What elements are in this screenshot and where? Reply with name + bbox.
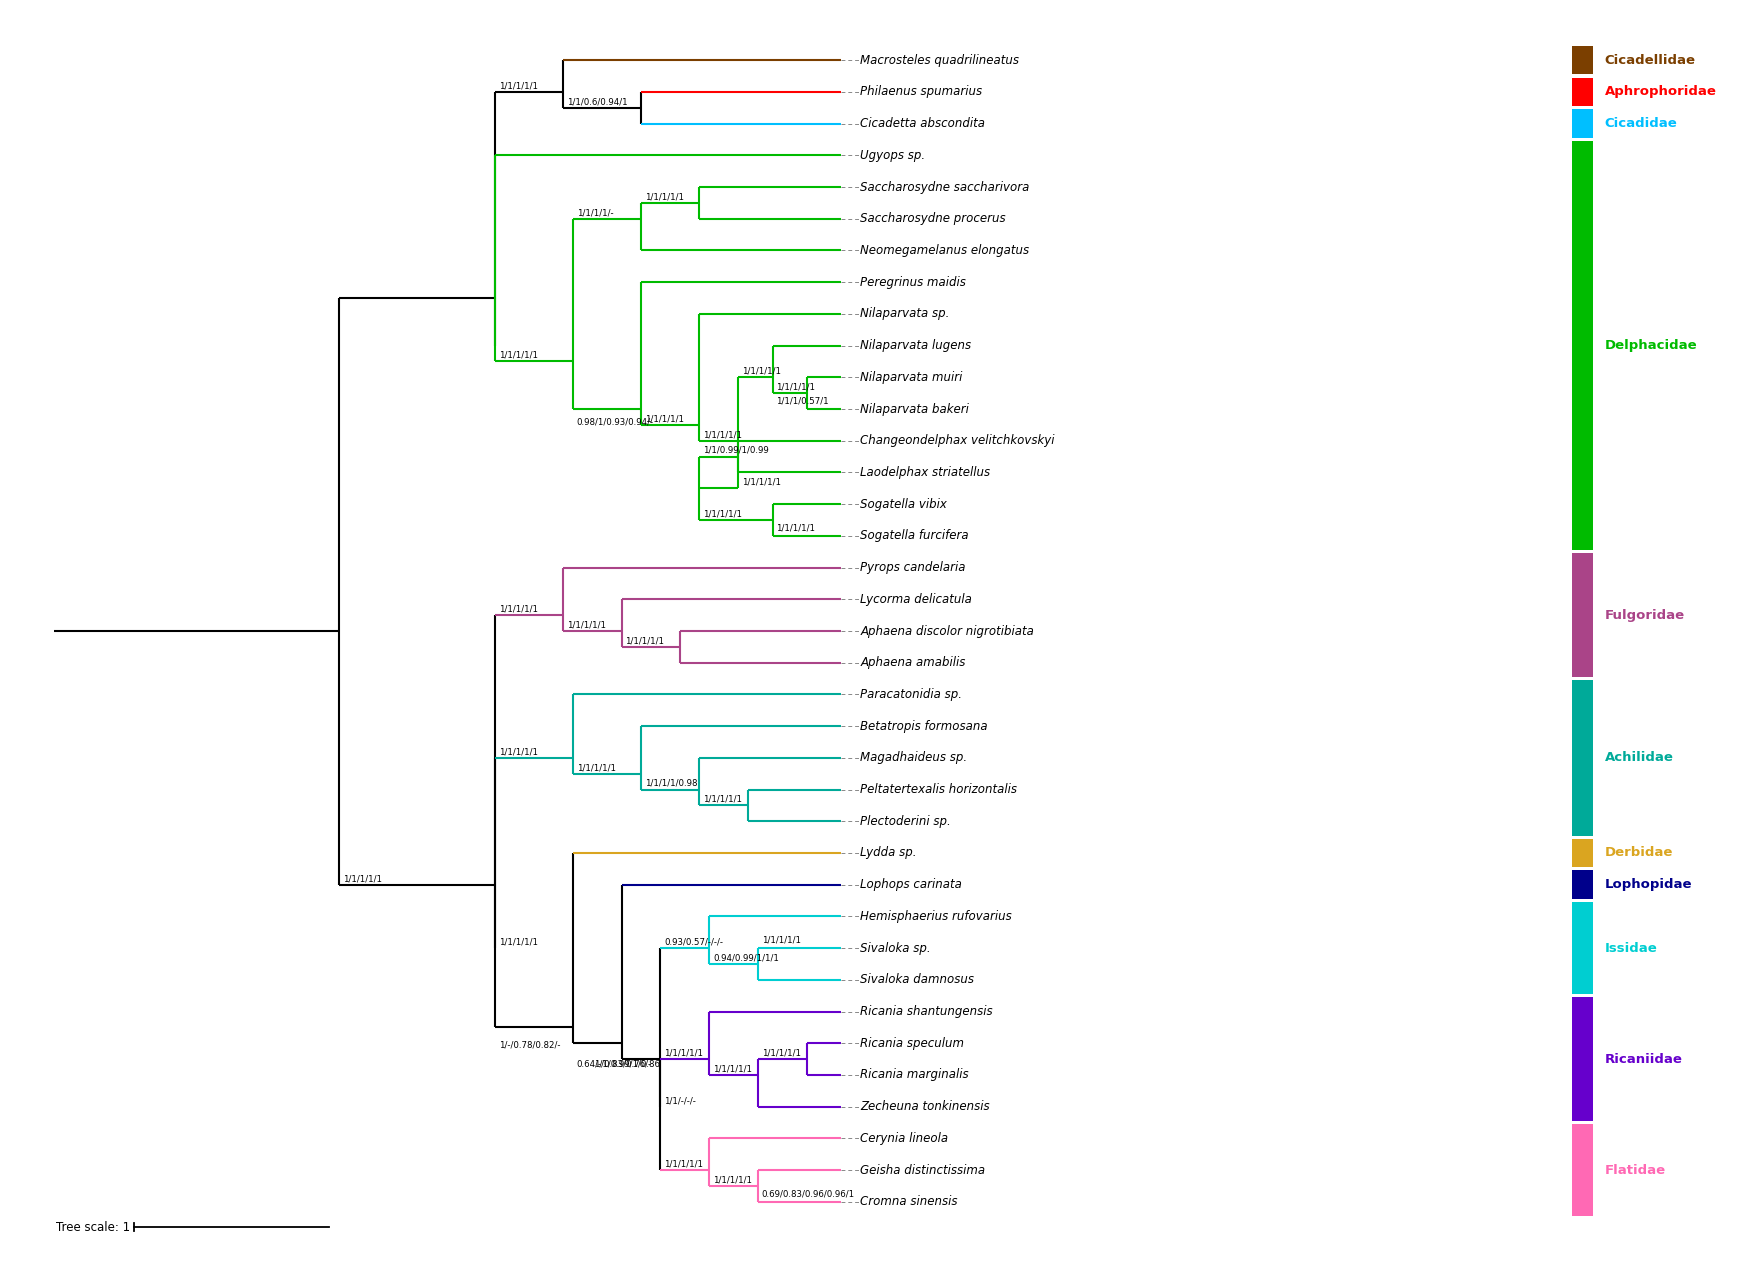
- Text: Saccharosydne procerus: Saccharosydne procerus: [860, 212, 1006, 225]
- Text: Cicadellidae: Cicadellidae: [1604, 54, 1696, 67]
- Text: Laodelphax striatellus: Laodelphax striatellus: [860, 466, 991, 480]
- Text: Issidae: Issidae: [1604, 941, 1658, 954]
- Text: Paracatonidia sp.: Paracatonidia sp.: [860, 688, 963, 700]
- Text: 1/1/1/1/1: 1/1/1/1/1: [567, 621, 607, 630]
- Text: 1/1/1/1/1: 1/1/1/1/1: [499, 351, 537, 360]
- Text: 1/1/1/1/1: 1/1/1/1/1: [664, 1160, 704, 1169]
- Text: Cicadetta abscondita: Cicadetta abscondita: [860, 117, 985, 130]
- Text: Neomegamelanus elongatus: Neomegamelanus elongatus: [860, 244, 1029, 257]
- Text: 1/1/1/1/1: 1/1/1/1/1: [713, 1175, 753, 1184]
- Text: Sivaloka damnosus: Sivaloka damnosus: [860, 973, 975, 987]
- Text: Tree scale: 1: Tree scale: 1: [56, 1220, 130, 1234]
- Text: Fulgoridae: Fulgoridae: [1604, 608, 1684, 622]
- Text: Magadhaideus sp.: Magadhaideus sp.: [860, 751, 968, 765]
- Text: Aphaena amabilis: Aphaena amabilis: [860, 656, 966, 669]
- Text: 1/1/1/1/1: 1/1/1/1/1: [777, 382, 815, 391]
- Text: Lydda sp.: Lydda sp.: [860, 847, 916, 859]
- Text: Ricania shantungensis: Ricania shantungensis: [860, 1005, 992, 1018]
- Text: 1/1/1/1/1: 1/1/1/1/1: [742, 367, 782, 376]
- Text: 1/1/-/-/-: 1/1/-/-/-: [664, 1097, 697, 1106]
- Text: 1/1/1/1/1: 1/1/1/1/1: [742, 478, 782, 487]
- Text: 1/1/0.99/1/0.99: 1/1/0.99/1/0.99: [704, 445, 770, 456]
- Text: 1/1/1/1/1: 1/1/1/1/1: [704, 510, 742, 519]
- Text: 1/1/1/1/1: 1/1/1/1/1: [645, 414, 683, 423]
- Text: 0.94/0.99/1/1/1: 0.94/0.99/1/1/1: [713, 953, 779, 963]
- Text: Aphrophoridae: Aphrophoridae: [1604, 86, 1717, 98]
- Text: 1/1/1/1/1: 1/1/1/1/1: [499, 604, 537, 613]
- Text: Flatidae: Flatidae: [1604, 1164, 1665, 1176]
- Text: 0.69/0.83/0.96/0.96/1: 0.69/0.83/0.96/0.96/1: [761, 1190, 855, 1199]
- Text: Betatropis formosana: Betatropis formosana: [860, 719, 987, 733]
- Text: Pyrops candelaria: Pyrops candelaria: [860, 562, 966, 574]
- Text: 1/1/1/1/1: 1/1/1/1/1: [645, 192, 683, 202]
- Text: Peltatertexalis horizontalis: Peltatertexalis horizontalis: [860, 782, 1017, 796]
- Text: Nilaparvata lugens: Nilaparvata lugens: [860, 339, 972, 352]
- Text: Lycorma delicatula: Lycorma delicatula: [860, 593, 972, 606]
- Text: Aphaena discolor nigrotibiata: Aphaena discolor nigrotibiata: [860, 625, 1034, 637]
- Text: Lophops carinata: Lophops carinata: [860, 878, 963, 891]
- Bar: [1571, 680, 1594, 835]
- Text: 0.93/0.57/-/-/-: 0.93/0.57/-/-/-: [664, 938, 723, 946]
- Text: Macrosteles quadrilineatus: Macrosteles quadrilineatus: [860, 54, 1018, 67]
- Bar: [1571, 871, 1594, 899]
- Bar: [1571, 78, 1594, 106]
- Text: Cicadidae: Cicadidae: [1604, 117, 1677, 130]
- Text: Peregrinus maidis: Peregrinus maidis: [860, 275, 966, 289]
- Text: 1/1/1/1/1: 1/1/1/1/1: [577, 764, 615, 772]
- Text: 1/1/1/1/1: 1/1/1/1/1: [713, 1064, 753, 1074]
- Bar: [1571, 997, 1594, 1121]
- Text: 1/1/1/1/1: 1/1/1/1/1: [342, 875, 382, 883]
- Text: 1/1/1/1/1: 1/1/1/1/1: [626, 636, 664, 645]
- Text: 1/1/1/1/1: 1/1/1/1/1: [499, 747, 537, 756]
- Text: Ricaniidae: Ricaniidae: [1604, 1053, 1682, 1065]
- Bar: [1571, 110, 1594, 138]
- Text: Lophopidae: Lophopidae: [1604, 878, 1693, 891]
- Bar: [1571, 1124, 1594, 1217]
- Text: Hemisphaerius rufovarius: Hemisphaerius rufovarius: [860, 910, 1012, 923]
- Text: Philaenus spumarius: Philaenus spumarius: [860, 86, 982, 98]
- Text: 1/1/0.6/0.94/1: 1/1/0.6/0.94/1: [567, 97, 627, 106]
- Text: Saccharosydne saccharivora: Saccharosydne saccharivora: [860, 180, 1029, 193]
- Text: 1/1/1/1/0.98: 1/1/1/1/0.98: [645, 779, 697, 787]
- Text: 0.64/-/0.83/0.76/-: 0.64/-/0.83/0.76/-: [577, 1060, 652, 1069]
- Text: Ricania speculum: Ricania speculum: [860, 1037, 965, 1050]
- Text: Achilidae: Achilidae: [1604, 751, 1674, 765]
- Text: 1/1/1/1/1: 1/1/1/1/1: [499, 938, 537, 946]
- Text: 1/1/1/1/1: 1/1/1/1/1: [704, 430, 742, 439]
- Text: Cromna sinensis: Cromna sinensis: [860, 1195, 958, 1208]
- Text: Derbidae: Derbidae: [1604, 847, 1674, 859]
- Text: Sivaloka sp.: Sivaloka sp.: [860, 941, 932, 954]
- Text: Zecheuna tonkinensis: Zecheuna tonkinensis: [860, 1100, 991, 1113]
- Text: 1/1/1/0.57/1: 1/1/1/0.57/1: [777, 396, 829, 406]
- Bar: [1571, 902, 1594, 994]
- Text: Ricania marginalis: Ricania marginalis: [860, 1069, 968, 1082]
- Text: 1/1/1/1/1: 1/1/1/1/1: [704, 795, 742, 804]
- Text: Nilaparvata sp.: Nilaparvata sp.: [860, 308, 949, 321]
- Bar: [1571, 45, 1594, 74]
- Text: 0.98/1/0.93/0.94/-: 0.98/1/0.93/0.94/-: [577, 418, 653, 427]
- Text: Plectoderini sp.: Plectoderini sp.: [860, 815, 951, 828]
- Text: Sogatella furcifera: Sogatella furcifera: [860, 529, 968, 543]
- Bar: [1571, 141, 1594, 550]
- Text: 1/1/1/1/1: 1/1/1/1/1: [777, 524, 815, 533]
- Text: 1/1/1/1/1: 1/1/1/1/1: [664, 1049, 704, 1058]
- Text: Geisha distinctissima: Geisha distinctissima: [860, 1164, 985, 1176]
- Text: Cerynia lineola: Cerynia lineola: [860, 1132, 949, 1145]
- Text: Nilaparvata bakeri: Nilaparvata bakeri: [860, 403, 970, 415]
- Text: 1/1/0.99/1/0.86: 1/1/0.99/1/0.86: [594, 1060, 660, 1069]
- Text: Delphacidae: Delphacidae: [1604, 339, 1698, 352]
- Text: Ugyops sp.: Ugyops sp.: [860, 149, 925, 162]
- Text: Changeondelphax velitchkovskyi: Changeondelphax velitchkovskyi: [860, 434, 1055, 447]
- Text: 1/1/1/1/-: 1/1/1/1/-: [577, 208, 614, 217]
- Text: Nilaparvata muiri: Nilaparvata muiri: [860, 371, 963, 384]
- Text: Sogatella vibix: Sogatella vibix: [860, 497, 947, 511]
- Bar: [1571, 553, 1594, 676]
- Text: 1/1/1/1/1: 1/1/1/1/1: [761, 936, 801, 945]
- Text: 1/1/1/1/1: 1/1/1/1/1: [499, 81, 537, 91]
- Text: 1/1/1/1/1: 1/1/1/1/1: [761, 1049, 801, 1058]
- Text: 1/-/0.78/0.82/-: 1/-/0.78/0.82/-: [499, 1041, 560, 1050]
- Bar: [1571, 839, 1594, 867]
